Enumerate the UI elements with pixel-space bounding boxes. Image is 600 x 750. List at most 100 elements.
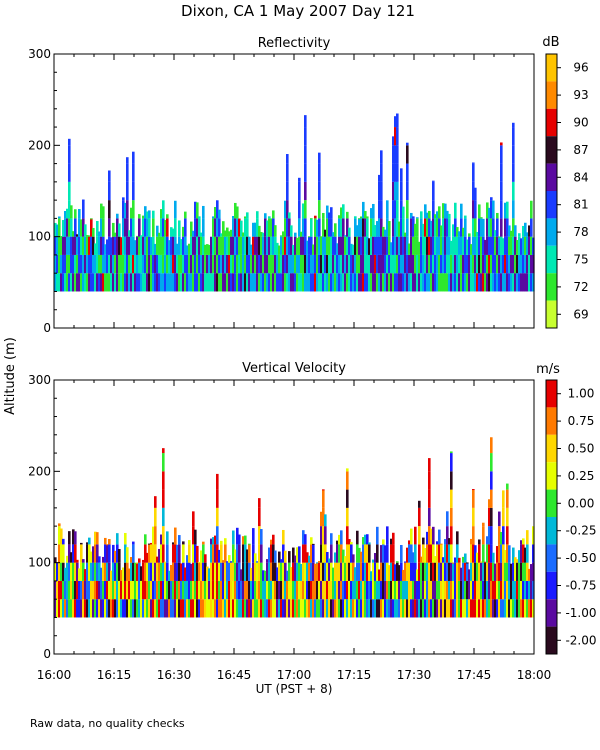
data-cell xyxy=(328,599,331,618)
data-cell xyxy=(446,580,449,600)
data-cell xyxy=(352,254,355,274)
data-cell xyxy=(232,580,235,600)
data-cell xyxy=(194,562,197,581)
data-cell xyxy=(318,152,321,164)
data-cell xyxy=(426,212,429,219)
data-cell xyxy=(284,599,287,618)
data-cell xyxy=(478,544,481,563)
data-cell xyxy=(394,254,397,274)
data-cell xyxy=(258,225,261,237)
data-cell xyxy=(390,273,393,292)
data-cell xyxy=(190,563,193,581)
data-cell xyxy=(96,273,99,292)
data-cell xyxy=(200,273,203,292)
data-cell xyxy=(66,273,69,292)
data-cell xyxy=(308,555,311,563)
reflectivity-x-ticks xyxy=(53,54,535,328)
data-cell xyxy=(464,580,467,600)
data-cell xyxy=(214,544,217,563)
data-cell xyxy=(82,254,85,274)
data-cell xyxy=(78,599,81,618)
data-cell xyxy=(80,599,83,618)
data-cell xyxy=(300,231,303,237)
data-cell xyxy=(522,580,525,600)
data-cell xyxy=(418,599,421,618)
data-cell xyxy=(378,580,381,600)
data-cell xyxy=(318,218,321,237)
data-cell xyxy=(74,218,77,237)
data-cell xyxy=(450,453,453,472)
data-cell xyxy=(104,562,107,581)
data-cell xyxy=(414,580,417,600)
data-cell xyxy=(302,218,305,237)
data-cell xyxy=(224,599,227,618)
data-cell xyxy=(398,254,401,274)
data-cell xyxy=(302,580,305,600)
data-cell xyxy=(320,526,323,545)
data-cell xyxy=(196,545,199,563)
data-cell xyxy=(72,273,75,292)
data-cell xyxy=(322,507,325,527)
data-cell xyxy=(144,218,147,237)
data-cell xyxy=(478,218,481,237)
data-cell xyxy=(408,544,411,563)
data-cell xyxy=(532,273,535,292)
data-cell xyxy=(208,254,211,274)
data-cell xyxy=(408,562,411,581)
data-cell xyxy=(452,273,455,292)
data-cell xyxy=(236,218,239,237)
data-cell xyxy=(250,599,253,618)
data-cell xyxy=(270,273,273,292)
data-cell xyxy=(308,236,311,255)
data-cell xyxy=(376,273,379,292)
data-cell xyxy=(446,562,449,581)
data-cell xyxy=(298,200,301,219)
data-cell xyxy=(374,580,377,600)
data-cell xyxy=(438,562,441,581)
data-cell xyxy=(526,273,529,292)
data-cell xyxy=(148,543,151,545)
data-cell xyxy=(526,232,529,237)
data-cell xyxy=(74,254,77,274)
data-cell xyxy=(496,236,499,255)
data-cell xyxy=(354,254,357,274)
data-cell xyxy=(346,526,349,545)
data-cell xyxy=(172,273,175,292)
data-cell xyxy=(192,254,195,274)
data-cell xyxy=(156,273,159,292)
data-cell xyxy=(74,531,77,545)
data-cell xyxy=(74,236,77,255)
data-cell xyxy=(280,599,283,618)
data-cell xyxy=(416,236,419,255)
data-cell xyxy=(310,562,313,581)
data-cell xyxy=(142,580,145,600)
data-cell xyxy=(98,562,101,581)
data-cell xyxy=(444,236,447,255)
data-cell xyxy=(340,218,343,237)
data-cell xyxy=(438,580,441,600)
data-cell xyxy=(126,157,129,164)
data-cell xyxy=(508,225,511,237)
data-cell xyxy=(164,236,167,255)
data-cell xyxy=(298,254,301,274)
data-cell xyxy=(292,580,295,600)
data-cell xyxy=(400,218,403,237)
data-cell xyxy=(468,580,471,600)
data-cell xyxy=(350,562,353,581)
data-cell xyxy=(434,214,437,219)
data-cell xyxy=(236,562,239,581)
data-cell xyxy=(300,599,303,618)
data-cell xyxy=(522,544,525,563)
data-cell xyxy=(308,254,311,274)
data-cell xyxy=(60,273,63,292)
data-cell xyxy=(164,599,167,618)
colorbar-label: 0.25 xyxy=(568,469,595,483)
data-cell xyxy=(162,453,165,472)
data-cell xyxy=(354,218,357,237)
data-cell xyxy=(138,214,141,219)
data-cell xyxy=(258,236,261,255)
data-cell xyxy=(512,273,515,292)
data-cell xyxy=(82,599,85,618)
data-cell xyxy=(222,236,225,255)
